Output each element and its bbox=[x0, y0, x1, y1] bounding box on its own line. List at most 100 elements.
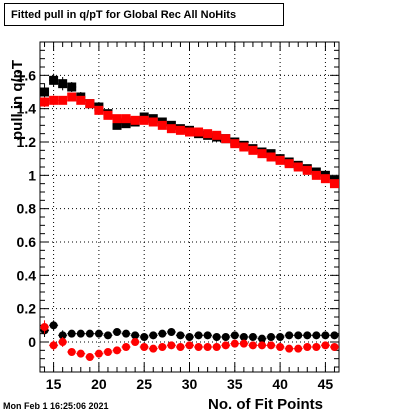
data-point-circle bbox=[203, 331, 212, 340]
data-point-circle bbox=[185, 333, 194, 341]
data-point-circle bbox=[285, 344, 294, 353]
x-tick-label: 25 bbox=[136, 376, 152, 392]
data-point-square bbox=[58, 95, 68, 105]
data-point-square bbox=[166, 124, 176, 134]
data-point-circle bbox=[221, 341, 230, 350]
data-point-circle bbox=[321, 341, 330, 350]
data-point-circle bbox=[267, 341, 276, 350]
y-tick-label: 0.6 bbox=[17, 234, 37, 250]
data-point-circle bbox=[294, 331, 303, 340]
data-point-square bbox=[185, 127, 194, 137]
data-point-circle bbox=[303, 343, 312, 351]
data-point-circle bbox=[122, 329, 131, 338]
data-point-square bbox=[157, 120, 167, 130]
data-point-square bbox=[175, 125, 185, 135]
data-point-circle bbox=[58, 331, 67, 340]
data-point-square bbox=[221, 134, 231, 144]
y-tick-label: 1.6 bbox=[17, 67, 37, 83]
data-point-circle bbox=[76, 349, 85, 358]
data-point-circle bbox=[67, 329, 76, 338]
data-point-circle bbox=[330, 331, 339, 340]
data-point-circle bbox=[285, 331, 294, 340]
data-point-square bbox=[121, 114, 131, 124]
data-point-circle bbox=[140, 343, 149, 351]
data-point-square bbox=[148, 117, 158, 127]
data-point-circle bbox=[158, 343, 167, 351]
data-point-square bbox=[130, 115, 140, 125]
data-point-circle bbox=[103, 331, 112, 340]
data-point-square bbox=[67, 92, 77, 102]
data-point-square bbox=[212, 130, 222, 140]
x-tick-label: 35 bbox=[227, 376, 243, 392]
data-point-square bbox=[112, 114, 122, 124]
data-point-circle bbox=[276, 343, 285, 351]
data-point-circle bbox=[131, 338, 140, 346]
data-point-square bbox=[284, 159, 294, 169]
data-point-circle bbox=[239, 339, 248, 348]
data-point-circle bbox=[257, 341, 266, 350]
data-point-circle bbox=[140, 333, 149, 341]
data-point-circle bbox=[194, 331, 203, 340]
data-point-circle bbox=[67, 348, 76, 356]
y-tick-label: 0.4 bbox=[17, 267, 37, 283]
data-point-square bbox=[302, 165, 312, 175]
data-point-circle bbox=[176, 331, 185, 340]
data-point-square bbox=[275, 155, 285, 165]
data-point-square bbox=[49, 95, 59, 105]
title-box: Fitted pull in q/pT for Global Rec All N… bbox=[4, 3, 284, 26]
data-point-circle bbox=[49, 321, 58, 330]
data-point-circle bbox=[176, 343, 185, 351]
data-point-circle bbox=[58, 338, 67, 346]
data-point-circle bbox=[113, 328, 122, 336]
data-point-square bbox=[112, 120, 122, 130]
y-tick-label: 0.2 bbox=[17, 301, 37, 317]
data-point-circle bbox=[149, 344, 158, 353]
x-tick-label: 30 bbox=[182, 376, 198, 392]
data-point-square bbox=[85, 99, 95, 109]
x-tick-label: 40 bbox=[272, 376, 288, 392]
y-tick-label: 1.4 bbox=[17, 101, 37, 117]
data-point-circle bbox=[312, 331, 321, 340]
x-tick-label: 20 bbox=[91, 376, 107, 392]
data-point-circle bbox=[257, 334, 266, 343]
x-tick-label: 15 bbox=[46, 376, 62, 392]
data-point-circle bbox=[203, 343, 212, 351]
data-point-circle bbox=[131, 331, 140, 340]
data-marks bbox=[40, 73, 339, 361]
plot-frame bbox=[39, 41, 340, 373]
data-point-square bbox=[49, 75, 59, 85]
data-point-circle bbox=[303, 331, 312, 340]
data-point-square bbox=[248, 145, 258, 155]
data-point-square bbox=[67, 82, 77, 92]
data-point-circle bbox=[230, 331, 239, 340]
data-point-circle bbox=[103, 348, 112, 356]
data-point-square bbox=[203, 129, 213, 139]
data-point-square bbox=[311, 170, 321, 180]
timestamp: Mon Feb 1 16:25:06 2021 bbox=[3, 401, 109, 411]
data-point-square bbox=[121, 119, 131, 129]
data-point-circle bbox=[212, 333, 221, 341]
data-point-circle bbox=[40, 323, 49, 331]
data-point-square bbox=[293, 162, 303, 172]
data-point-circle bbox=[122, 343, 131, 351]
data-point-circle bbox=[158, 329, 167, 338]
y-tick-label: 1 bbox=[28, 167, 36, 183]
data-point-circle bbox=[294, 344, 303, 353]
x-tick-label: 45 bbox=[318, 376, 334, 392]
y-tick-label: 1.2 bbox=[17, 134, 37, 150]
data-point-square bbox=[320, 174, 330, 184]
y-axis-label: pull in q/pT bbox=[9, 60, 26, 140]
data-point-circle bbox=[276, 333, 285, 341]
data-point-circle bbox=[321, 331, 330, 340]
y-tick-label: 0.8 bbox=[17, 201, 37, 217]
data-point-square bbox=[194, 127, 204, 137]
data-point-circle bbox=[194, 343, 203, 351]
data-point-circle bbox=[248, 333, 257, 341]
data-point-circle bbox=[85, 329, 94, 338]
data-point-square bbox=[329, 179, 339, 189]
data-point-square bbox=[40, 87, 50, 97]
data-point-square bbox=[230, 139, 240, 149]
data-point-circle bbox=[267, 333, 276, 341]
x-axis-label: No. of Fit Points bbox=[208, 396, 323, 413]
y-tick-label: 0 bbox=[28, 334, 36, 350]
